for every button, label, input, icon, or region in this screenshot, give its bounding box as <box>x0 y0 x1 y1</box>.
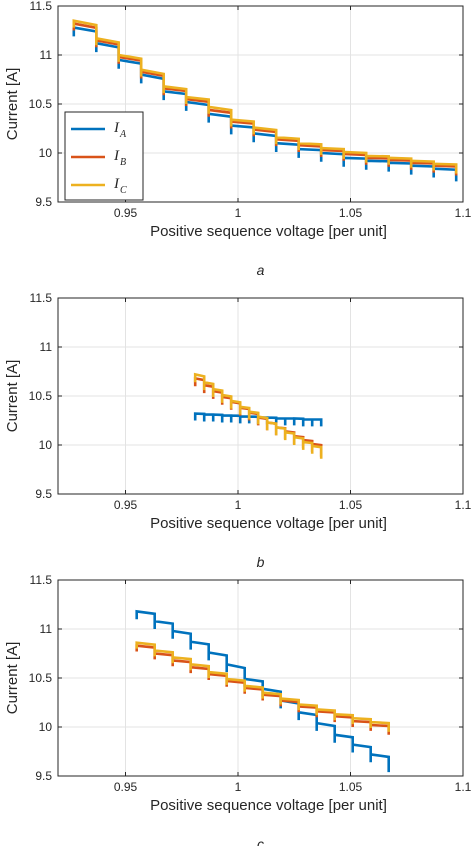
legend-label-subscript: C <box>120 185 127 196</box>
x-tick-label: 1.1 <box>455 780 472 794</box>
legend-label-subscript: B <box>120 157 126 168</box>
y-tick-label: 11.5 <box>30 573 53 587</box>
x-tick-label: 0.95 <box>114 780 138 794</box>
y-axis-label: Current [A] <box>4 642 21 715</box>
y-tick-label: 11 <box>40 48 53 62</box>
y-tick-label: 10.5 <box>29 97 53 111</box>
legend-label-base: I <box>113 148 120 164</box>
y-tick-label: 10 <box>39 438 53 452</box>
x-tick-label: 1.1 <box>455 206 472 220</box>
y-tick-label: 11 <box>40 622 53 636</box>
x-tick-label: 1.05 <box>339 780 363 794</box>
panel-label: a <box>257 262 265 278</box>
x-tick-label: 1.05 <box>339 498 363 512</box>
chart-panel-c: 0.95 1 1.05 1.1 9.5 10 10.5 11 11.5 Positive sequ… <box>4 573 472 846</box>
series-line-i-c <box>72 19 458 174</box>
y-tick-label: 10.5 <box>29 389 53 403</box>
x-axis-label: Positive sequence voltage [per unit] <box>150 515 387 532</box>
x-tick-label: 1.05 <box>339 206 363 220</box>
y-tick-label: 11.5 <box>30 291 53 305</box>
y-tick-label: 10.5 <box>29 671 53 685</box>
y-tick-label: 10 <box>39 146 53 160</box>
chart-panel-a: 0.95 1 1.05 1.1 9.5 10 10.5 11 11.5 Positive sequ… <box>4 0 472 278</box>
legend-label-base: I <box>113 120 120 136</box>
y-axis-label: Current [A] <box>4 360 21 433</box>
legend-label: IA <box>113 120 127 140</box>
legend-label: IC <box>113 176 127 196</box>
x-tick-label: 1 <box>235 498 242 512</box>
x-tick-label: 1 <box>235 780 242 794</box>
panel-label: c <box>257 836 264 846</box>
x-axis-label: Positive sequence voltage [per unit] <box>150 223 387 240</box>
y-axis-label: Current [A] <box>4 68 21 141</box>
series-line-i-c <box>193 372 323 459</box>
y-tick-label: 11.5 <box>30 0 53 13</box>
y-tick-label: 11 <box>40 340 53 354</box>
panel-label: b <box>257 554 265 570</box>
x-tick-label: 0.95 <box>114 206 138 220</box>
chart-panel-b: 0.95 1 1.05 1.1 9.5 10 10.5 11 11.5 Positive sequ… <box>4 291 472 570</box>
y-tick-label: 10 <box>39 720 53 734</box>
x-tick-label: 1 <box>235 206 242 220</box>
y-tick-label: 9.5 <box>35 487 52 501</box>
legend-label: IB <box>113 148 126 168</box>
x-axis-label: Positive sequence voltage [per unit] <box>150 797 387 814</box>
x-tick-label: 1.1 <box>455 498 472 512</box>
x-tick-label: 0.95 <box>114 498 138 512</box>
y-tick-label: 9.5 <box>35 769 52 783</box>
legend-label-base: I <box>113 176 120 192</box>
legend-label-subscript: A <box>119 129 127 140</box>
series-line-i-c <box>135 641 390 732</box>
y-tick-label: 9.5 <box>35 195 52 209</box>
